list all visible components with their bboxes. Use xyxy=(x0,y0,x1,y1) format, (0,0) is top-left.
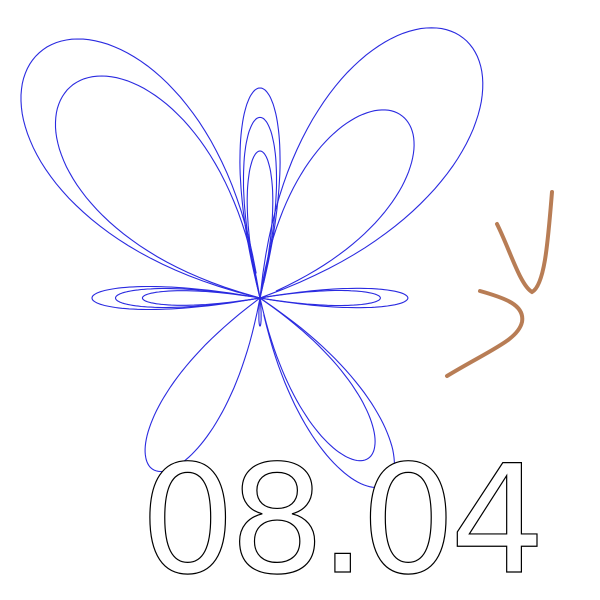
petal-loop xyxy=(242,116,278,299)
handwritten-date: 08.04 xyxy=(140,434,539,600)
petal-loop xyxy=(144,296,261,473)
petal-loop xyxy=(246,150,274,299)
petal-loop xyxy=(259,289,381,307)
petal-loop xyxy=(141,290,261,306)
petal-loop xyxy=(114,287,261,309)
petal-loop xyxy=(258,297,262,327)
petal-loop xyxy=(259,287,409,309)
brown-strokes xyxy=(445,190,554,378)
petal-loop xyxy=(239,87,281,299)
petal-loop xyxy=(54,75,261,299)
petal-loop xyxy=(259,297,395,488)
petal-loop xyxy=(259,109,415,299)
petal-loop xyxy=(20,38,261,299)
petal-loop xyxy=(91,285,261,311)
brown-stroke xyxy=(495,190,554,295)
brown-stroke xyxy=(445,289,525,378)
petal-loop xyxy=(259,296,376,462)
petal-loop xyxy=(259,27,484,299)
butterfly-curve xyxy=(20,27,484,488)
